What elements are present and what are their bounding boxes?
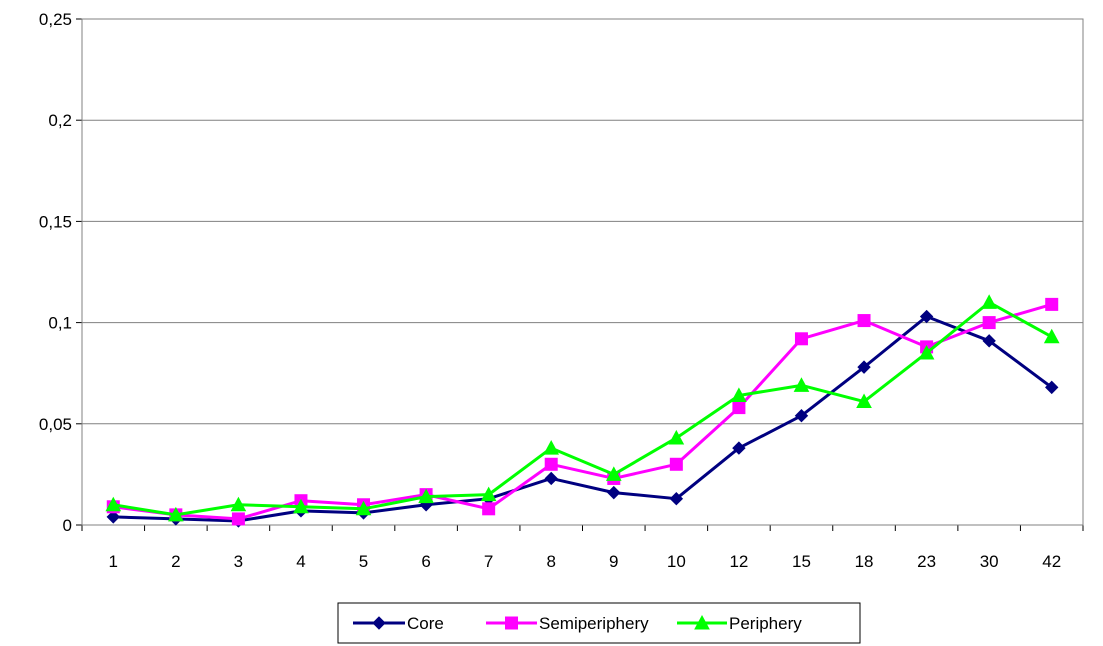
x-tick-label: 4 [296,552,305,571]
series-periphery [105,294,1060,522]
periphery-marker [355,500,372,516]
series-line-semiperiphery [113,302,1053,521]
core-marker [794,408,809,423]
x-tick-label: 12 [729,552,748,571]
core-marker [857,360,871,374]
series-semiperiphery [106,297,1059,526]
semiperiphery-marker [482,502,496,516]
y-tick-label: 0,25 [39,10,72,29]
periphery-marker [293,498,309,514]
periphery-marker [480,486,497,502]
x-axis-tick-labels: 1 2 3 4 5 6 7 8 9 10 12 15 18 23 30 42 [81,525,1084,571]
periphery-marker [793,377,810,392]
x-tick-label: 3 [234,552,243,571]
semiperiphery-marker [669,457,683,471]
x-tick-label: 6 [421,552,430,571]
x-tick-label: 23 [917,552,936,571]
periphery-marker [856,393,872,409]
x-tick-label: 10 [667,552,686,571]
y-tick-label: 0 [63,516,72,535]
semiperiphery-marker [1045,297,1059,311]
legend-label-periphery: Periphery [729,614,802,633]
legend-item-core: Core [353,614,444,633]
core-marker [732,441,746,455]
legend: Core Semiperiphery Periphery [337,602,861,644]
legend-item-semiperiphery: Semiperiphery [486,614,649,633]
y-tick-label: 0,15 [39,212,72,231]
semiperiphery-marker [732,401,746,415]
core-marker [544,471,558,486]
core-marker [982,334,996,348]
x-tick-label: 8 [546,552,555,571]
semiperiphery-marker [794,332,808,346]
semiperiphery-marker [857,314,871,328]
core-marker [106,510,120,524]
x-tick-label: 18 [855,552,874,571]
series-line-core [113,315,1053,523]
legend-item-periphery: Periphery [677,614,802,633]
x-tick-label: 9 [609,552,618,571]
x-tick-label: 1 [109,552,118,571]
y-tick-label: 0,05 [39,415,72,434]
x-tick-label: 7 [484,552,493,571]
gridlines [82,119,1083,425]
legend-label-core: Core [407,614,444,633]
semiperiphery-marker [231,512,245,526]
series-group [105,294,1060,528]
legend-periphery-marker [694,614,710,630]
periphery-marker [981,294,997,309]
x-tick-label: 30 [980,552,999,571]
periphery-marker [918,344,935,360]
y-tick-label: 0,1 [48,314,72,333]
y-tick-label: 0,2 [48,111,72,130]
legend-core-marker [372,616,386,630]
plot-area [81,18,1084,526]
periphery-marker [1043,328,1060,344]
x-tick-label: 5 [359,552,368,571]
core-marker [919,309,934,324]
periphery-marker [418,488,434,504]
periphery-marker [731,387,747,402]
periphery-marker [668,429,685,445]
x-tick-label: 15 [792,552,811,571]
series-line-periphery [113,300,1053,517]
y-axis-tick-labels: 0 0,05 0,1 0,15 0,2 0,25 [39,10,82,535]
semiperiphery-marker [982,316,996,330]
legend-label-semiperiphery: Semiperiphery [539,614,649,633]
periphery-marker [105,496,122,512]
periphery-marker [168,506,184,522]
x-tick-label: 42 [1042,552,1061,571]
legend-semiperiphery-marker [505,616,518,630]
core-marker [1045,380,1059,395]
semiperiphery-marker [544,457,558,471]
core-marker [607,485,621,500]
periphery-marker [230,496,247,512]
x-tick-label: 2 [171,552,180,571]
legend-box [337,602,861,644]
periphery-marker [605,466,622,481]
core-marker [669,491,684,506]
periphery-marker [543,440,560,455]
